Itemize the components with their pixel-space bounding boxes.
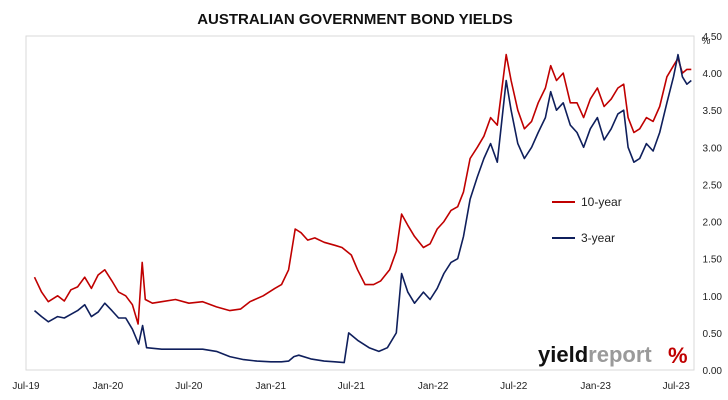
chart-title: AUSTRALIAN GOVERNMENT BOND YIELDS <box>197 11 513 28</box>
logo-word-yield: yield <box>538 342 588 367</box>
yieldreport-logo: yieldreport % <box>538 342 688 368</box>
y-tick-label: 3.00 <box>703 143 723 154</box>
y-tick-label: 2.50 <box>703 180 723 191</box>
series-lines <box>33 53 692 364</box>
x-tick-label: Jan-20 <box>93 381 124 392</box>
legend-label-3-year: 3-year <box>581 231 615 245</box>
logo-word-report: report <box>588 342 652 367</box>
y-axis-unit: % <box>702 36 711 47</box>
y-tick-label: 4.50 <box>703 32 723 43</box>
x-tick-label: Jul-21 <box>338 381 366 392</box>
y-tick-label: 2.00 <box>703 218 723 229</box>
y-tick-label: 4.00 <box>703 69 723 80</box>
x-tick-label: Jul-23 <box>663 381 691 392</box>
x-tick-label: Jan-21 <box>255 381 286 392</box>
series-line-3-year <box>33 53 692 364</box>
y-tick-label: 1.50 <box>703 255 723 266</box>
x-tick-label: Jan-23 <box>580 381 611 392</box>
logo-percent-symbol: % <box>668 343 688 368</box>
y-axis-ticks: 0.00 0.50 1.00 1.50 2.00 2.50 3.00 3.50 4.00 4.50 <box>703 32 723 377</box>
x-tick-label: Jul-20 <box>175 381 203 392</box>
legend: 10-year 3-year <box>552 195 622 245</box>
plot-area-border <box>25 35 695 371</box>
y-tick-label: 0.50 <box>703 329 723 340</box>
svg-text:yieldreport: yieldreport <box>538 342 652 367</box>
y-tick-label: 0.00 <box>703 366 723 377</box>
x-tick-label: Jul-22 <box>500 381 528 392</box>
y-tick-label: 1.00 <box>703 292 723 303</box>
series-line-10-year <box>33 53 692 325</box>
legend-label-10-year: 10-year <box>581 195 622 209</box>
x-tick-label: Jan-22 <box>418 381 449 392</box>
x-tick-label: Jul-19 <box>12 381 40 392</box>
x-axis-ticks: Jul-19 Jan-20 Jul-20 Jan-21 Jul-21 Jan-22 Jul-… <box>12 381 690 392</box>
y-tick-label: 3.50 <box>703 106 723 117</box>
